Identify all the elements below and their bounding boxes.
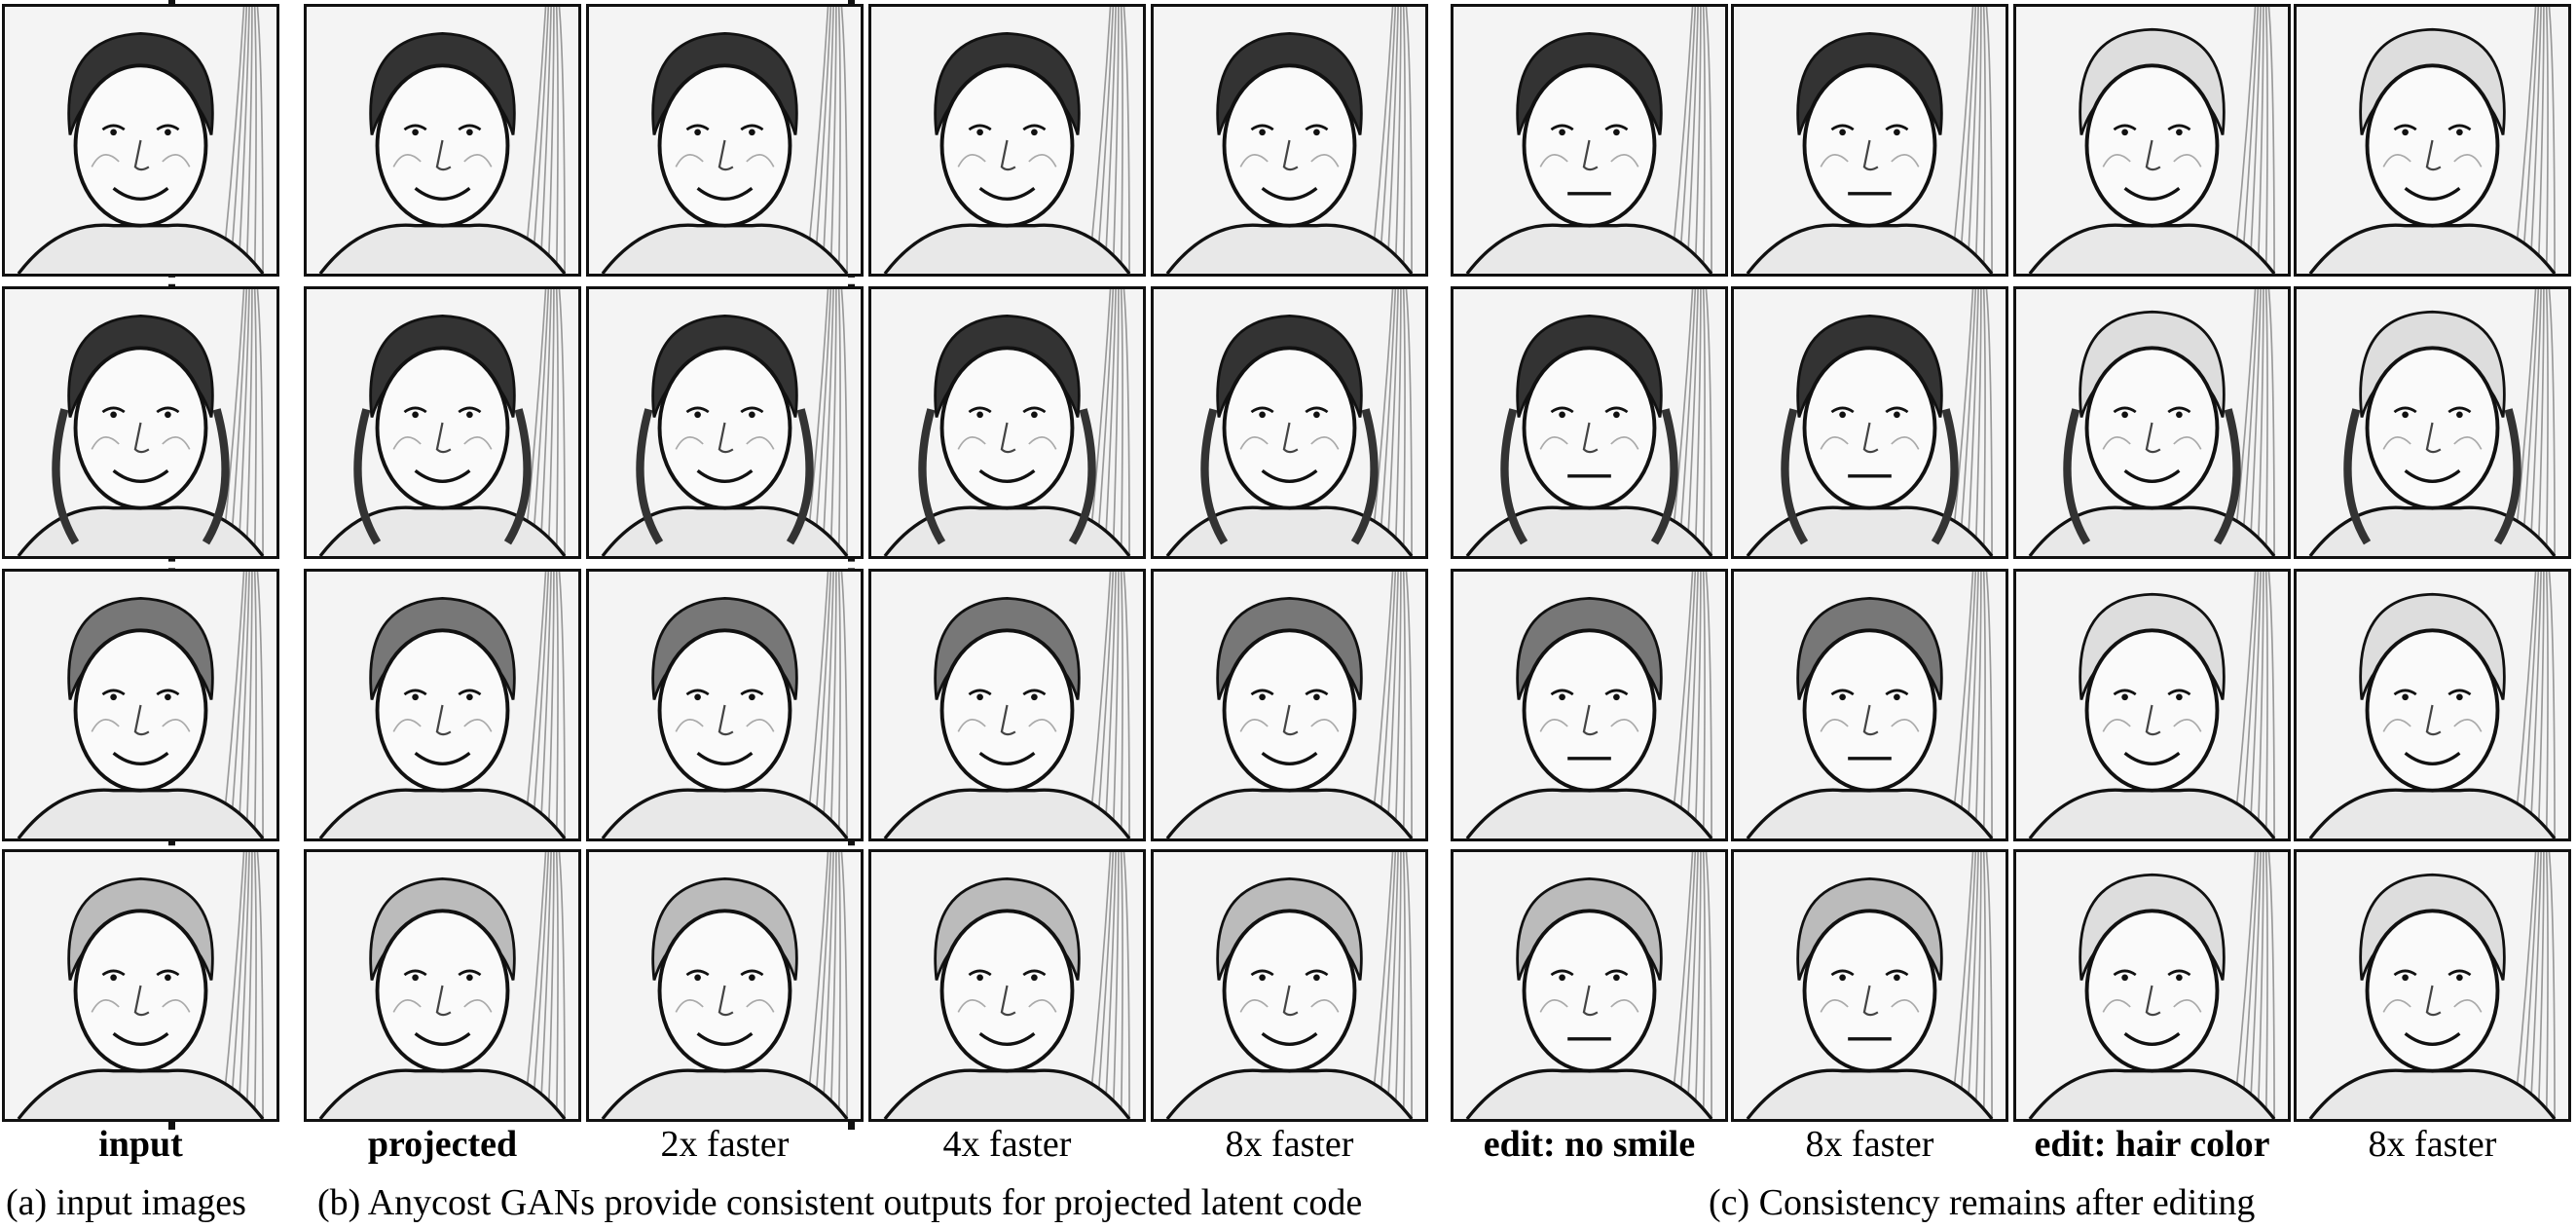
face-image-man-dark-hair-col1 [2, 4, 279, 277]
column-label: projected [367, 1124, 518, 1165]
divider-input [168, 0, 175, 1130]
column-label: 4x faster [942, 1124, 1072, 1165]
column-label: 8x faster [2368, 1124, 2497, 1165]
column-label: 8x faster [1805, 1124, 1934, 1165]
face-image-woman-short-hair-col4 [868, 849, 1146, 1122]
face-image-man-short-hair-col7 [1731, 569, 2008, 841]
caption-b: (b) Anycost GANs provide consistent outp… [317, 1182, 1363, 1223]
face-image-man-short-hair-col2 [304, 569, 581, 841]
face-image-man-dark-hair-col6 [1451, 4, 1728, 277]
face-image-woman-short-hair-col8 [2013, 849, 2291, 1122]
face-image-man-short-hair-col1 [2, 569, 279, 841]
face-image-woman-short-hair-col7 [1731, 849, 2008, 1122]
face-image-man-short-hair-col4 [868, 569, 1146, 841]
face-image-woman-long-hair-col7 [1731, 286, 2008, 559]
face-image-woman-short-hair-col3 [586, 849, 864, 1122]
face-image-man-dark-hair-col5 [1151, 4, 1428, 277]
caption-a: (a) input images [6, 1182, 246, 1223]
face-image-woman-short-hair-col5 [1151, 849, 1428, 1122]
face-image-man-short-hair-col8 [2013, 569, 2291, 841]
column-label: input [98, 1124, 183, 1165]
face-image-woman-long-hair-col8 [2013, 286, 2291, 559]
face-image-woman-short-hair-col6 [1451, 849, 1728, 1122]
face-image-man-dark-hair-col8 [2013, 4, 2291, 277]
face-image-woman-long-hair-col1 [2, 286, 279, 559]
face-image-woman-short-hair-col9 [2294, 849, 2571, 1122]
face-image-woman-long-hair-col9 [2294, 286, 2571, 559]
face-image-man-dark-hair-col2 [304, 4, 581, 277]
caption-c: (c) Consistency remains after editing [1709, 1182, 2256, 1223]
face-image-man-dark-hair-col7 [1731, 4, 2008, 277]
face-image-man-dark-hair-col3 [586, 4, 864, 277]
face-image-woman-long-hair-col2 [304, 286, 581, 559]
face-image-man-short-hair-col6 [1451, 569, 1728, 841]
face-image-man-short-hair-col9 [2294, 569, 2571, 841]
face-image-man-dark-hair-col4 [868, 4, 1146, 277]
column-label: edit: no smile [1483, 1124, 1696, 1165]
column-label: edit: hair color [2034, 1124, 2270, 1165]
face-image-woman-long-hair-col3 [586, 286, 864, 559]
face-image-man-dark-hair-col9 [2294, 4, 2571, 277]
face-image-woman-short-hair-col1 [2, 849, 279, 1122]
face-image-woman-long-hair-col4 [868, 286, 1146, 559]
face-image-man-short-hair-col3 [586, 569, 864, 841]
divider-edit [848, 0, 855, 1130]
face-image-woman-long-hair-col5 [1151, 286, 1428, 559]
face-image-woman-long-hair-col6 [1451, 286, 1728, 559]
column-label: 2x faster [660, 1124, 790, 1165]
column-label: 8x faster [1225, 1124, 1354, 1165]
face-image-man-short-hair-col5 [1151, 569, 1428, 841]
face-image-woman-short-hair-col2 [304, 849, 581, 1122]
